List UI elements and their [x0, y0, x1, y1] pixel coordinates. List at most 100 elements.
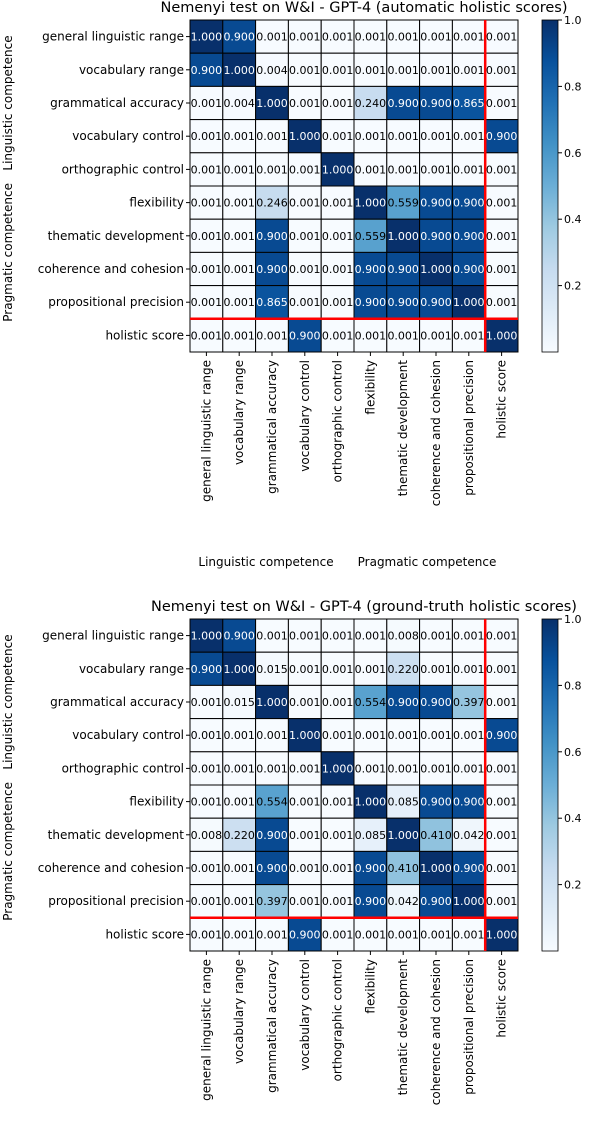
heatmap-cell	[222, 784, 257, 819]
cell-label: 0.001	[387, 928, 419, 941]
cell-label: 0.001	[191, 729, 223, 742]
cell-label: 0.220	[387, 663, 419, 676]
cell-label: 0.001	[289, 296, 321, 309]
heatmap-cell	[320, 618, 355, 653]
heatmap-cell	[386, 917, 421, 952]
heatmap-cell	[419, 651, 453, 686]
cell-label: 0.001	[322, 296, 354, 309]
row-label: propositional precision	[48, 295, 184, 309]
cell-label: 0.001	[256, 163, 288, 176]
heatmap-cell	[386, 751, 421, 786]
cell-label: 0.001	[289, 630, 321, 643]
cell-label: 0.001	[322, 729, 354, 742]
heatmap-cell	[287, 784, 322, 819]
cell-label: 0.001	[322, 829, 354, 842]
heatmap-cell	[287, 751, 322, 786]
group-label-pragmatic-horizontal: Pragmatic competence	[358, 555, 497, 569]
cell-label: 0.001	[486, 862, 518, 875]
cell-label: 1.000	[453, 296, 485, 309]
cell-label: 0.001	[486, 230, 518, 243]
chart-title: Nemenyi test on W&I - GPT-4 (ground-trut…	[151, 599, 577, 615]
row-label: general linguistic range	[42, 30, 184, 44]
cell-label: 0.900	[256, 829, 288, 842]
colorbar-tick-label: 0.2	[564, 879, 582, 892]
cell-label: 0.900	[420, 796, 452, 809]
cell-label: 0.410	[420, 829, 452, 842]
cell-label: 0.001	[486, 296, 518, 309]
group-label-pragmatic-vertical: Pragmatic competence	[1, 782, 15, 921]
heatmap-cell	[451, 251, 486, 287]
cell-label: 0.001	[289, 97, 321, 110]
cell-label: 0.001	[387, 729, 419, 742]
heatmap-cell	[419, 684, 453, 720]
cell-label: 0.001	[486, 895, 518, 908]
heatmap-cell	[484, 718, 519, 753]
cell-label: 0.001	[289, 663, 321, 676]
heatmap-cell	[451, 718, 486, 753]
cell-label: 0.001	[420, 762, 452, 775]
cell-label: 0.001	[387, 64, 419, 77]
cell-label: 0.001	[420, 130, 452, 143]
heatmap-cell	[451, 684, 486, 720]
heatmap-cell	[189, 684, 224, 720]
heatmap-cell	[222, 52, 257, 87]
heatmap-cell	[222, 884, 257, 919]
heatmap-cell	[353, 817, 388, 852]
cell-label: 1.000	[322, 762, 354, 775]
cell-label: 0.001	[453, 663, 485, 676]
heatmap-cell	[320, 185, 355, 220]
row-label: vocabulary control	[72, 728, 184, 742]
column-label: holistic score	[495, 360, 509, 439]
heatmap-cell	[353, 751, 388, 786]
colorbar-tick-label: 0.6	[564, 147, 582, 160]
heatmap-cell	[353, 318, 388, 353]
heatmap-cell	[353, 884, 388, 919]
heatmap-cell	[419, 784, 453, 819]
cell-label: 0.900	[420, 230, 452, 243]
heatmap-cell	[451, 85, 486, 121]
heatmap-cell	[222, 751, 257, 786]
cell-label: 0.900	[387, 263, 419, 276]
heatmap-cell	[484, 52, 519, 87]
cell-label: 0.001	[453, 64, 485, 77]
row-label: holistic score	[105, 328, 184, 342]
heatmap-cell	[386, 817, 421, 852]
cell-label: 1.000	[355, 197, 387, 210]
cell-label: 1.000	[256, 97, 288, 110]
cell-label: 0.001	[223, 130, 255, 143]
heatmap-cell	[222, 285, 257, 320]
heatmap-cell	[222, 684, 257, 720]
heatmap-cell	[255, 784, 289, 819]
cell-label: 0.001	[256, 729, 288, 742]
heatmap-cell	[222, 85, 257, 121]
column-label: flexibility	[363, 959, 377, 1014]
heatmap-cell	[255, 751, 289, 786]
heatmap-cell	[451, 884, 486, 919]
cell-label: 0.900	[355, 895, 387, 908]
heatmap-cell	[189, 119, 224, 154]
heatmap-cell	[320, 817, 355, 852]
row-label: holistic score	[105, 927, 184, 941]
cell-label: 0.085	[355, 829, 387, 842]
heatmap-cell	[386, 218, 421, 253]
cell-label: 0.001	[289, 263, 321, 276]
heatmap-cell	[451, 917, 486, 952]
heatmap-cell	[353, 218, 388, 253]
cell-label: 0.900	[486, 729, 518, 742]
cell-label: 0.015	[256, 663, 288, 676]
row-label: grammatical accuracy	[50, 695, 184, 709]
colorbar-tick-label: 0.4	[564, 812, 582, 825]
cell-label: 0.001	[289, 829, 321, 842]
cell-label: 0.001	[387, 163, 419, 176]
cell-label: 0.397	[453, 696, 485, 709]
cell-label: 0.001	[223, 296, 255, 309]
heatmap-cell	[255, 185, 289, 220]
cell-label: 0.001	[191, 296, 223, 309]
cell-label: 0.001	[420, 928, 452, 941]
cell-label: 0.001	[322, 263, 354, 276]
column-label: vocabulary range	[232, 959, 246, 1064]
cell-label: 0.001	[289, 796, 321, 809]
heatmap-cell	[255, 251, 289, 287]
heatmap-cell	[287, 817, 322, 852]
